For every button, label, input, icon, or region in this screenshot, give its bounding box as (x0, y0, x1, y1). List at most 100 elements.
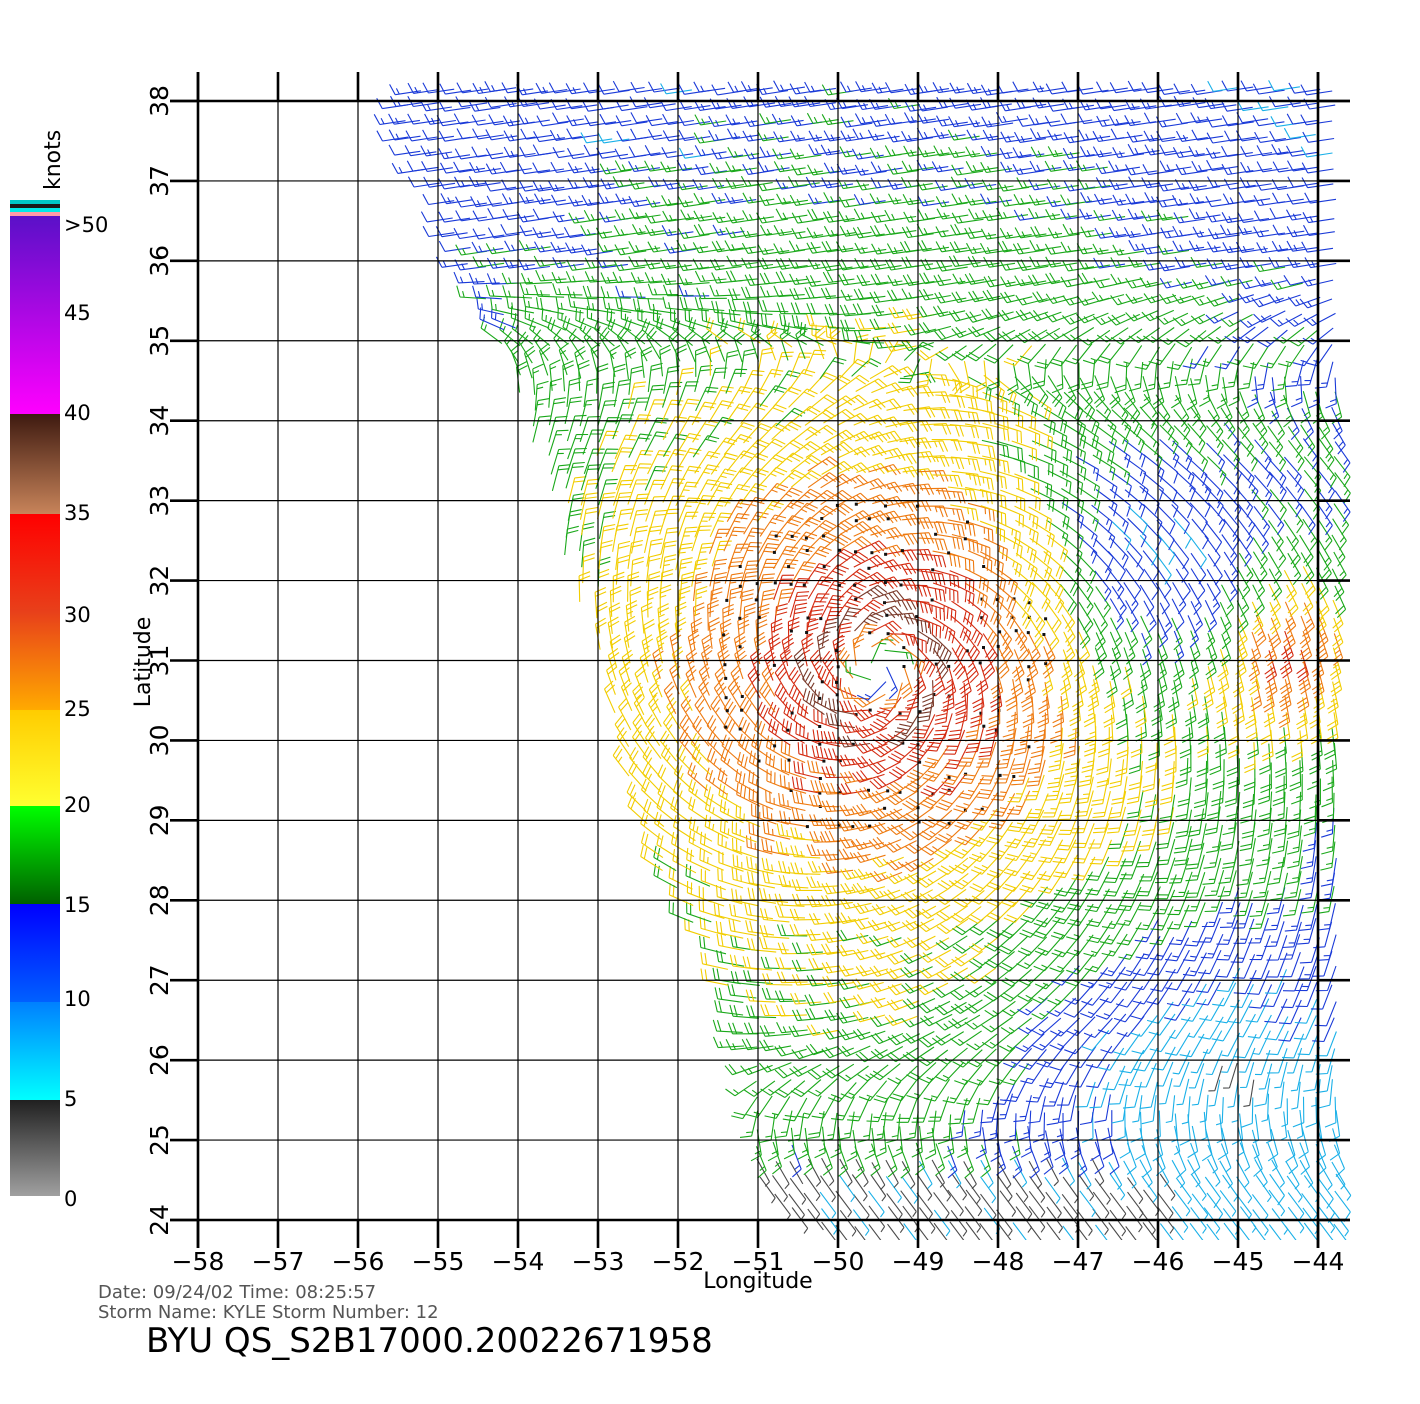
wind-barb (1159, 144, 1192, 156)
wind-barb (1171, 504, 1190, 535)
wind-barb (552, 112, 584, 124)
wind-barb (954, 682, 967, 715)
wind-barb (854, 725, 888, 739)
wind-barb (1251, 567, 1266, 600)
wind-barb (759, 385, 787, 407)
wind-barb (870, 822, 904, 835)
wind-barb (672, 780, 694, 809)
wind-barb (455, 210, 488, 222)
wind-barb (1227, 1080, 1239, 1108)
wind-barb (1092, 618, 1106, 651)
wind-barb (698, 885, 725, 907)
wind-barb (1299, 630, 1313, 664)
wind-barb (1267, 1142, 1278, 1172)
wind-barb (1058, 776, 1078, 804)
wind-barb (1076, 83, 1109, 95)
wind-barb (456, 285, 486, 300)
wind-barb (1169, 920, 1193, 946)
wind-barb (964, 582, 988, 609)
wind-barb (1081, 743, 1096, 773)
wind-barb (1258, 774, 1271, 805)
wind-barb (903, 647, 926, 675)
wind-barb (990, 793, 1016, 817)
wind-barb (906, 741, 935, 763)
wind-barb (566, 286, 598, 300)
wind-barb (982, 582, 1004, 610)
wind-barb (1141, 177, 1174, 189)
wind-barb (888, 306, 921, 319)
wind-barb (1263, 695, 1276, 728)
wind-barb (1283, 570, 1297, 603)
wind-barb (1220, 393, 1233, 426)
rain-flag (1012, 775, 1016, 778)
rain-flag (854, 502, 858, 506)
wind-barb (1109, 1192, 1127, 1220)
wind-barb (1221, 439, 1241, 470)
wind-barb (1191, 487, 1211, 518)
wind-barb (904, 774, 935, 793)
wind-barb (968, 825, 997, 847)
wind-barb (640, 844, 663, 872)
wind-barb (934, 888, 967, 905)
wind-barb (565, 83, 598, 95)
wind-barb (1236, 517, 1254, 550)
wind-barb (950, 985, 983, 1001)
wind-barb (640, 831, 664, 859)
wind-barb (902, 793, 934, 811)
wind-barb (916, 521, 947, 534)
wind-barb (870, 1046, 904, 1060)
wind-barb (1302, 518, 1318, 551)
wind-barb (788, 1193, 805, 1221)
wind-barb (965, 146, 998, 158)
wind-barb (806, 531, 837, 551)
wind-barb (552, 257, 584, 269)
wind-barb (1011, 440, 1037, 462)
wind-barb (1005, 679, 1018, 711)
wind-barb (1127, 1177, 1144, 1205)
wind-barb (1231, 681, 1244, 714)
rain-flag (818, 777, 822, 780)
wind-barb (1050, 918, 1079, 940)
wind-barb (1252, 83, 1285, 95)
wind-barb (900, 1190, 917, 1218)
wind-barb (438, 148, 471, 160)
wind-barb (1159, 277, 1193, 289)
wind-barb (1284, 601, 1297, 635)
wind-barb (694, 585, 708, 617)
wind-barb (775, 515, 804, 537)
wind-barb (1106, 806, 1127, 834)
wind-barb (1244, 697, 1257, 730)
wind-barb (709, 558, 727, 587)
wind-barb (1202, 857, 1222, 885)
wind-barb (501, 193, 534, 205)
wind-barb (656, 631, 668, 664)
wind-barb (885, 1176, 902, 1204)
wind-barb (1285, 486, 1303, 518)
wind-barb (958, 360, 971, 394)
wind-barb (1269, 130, 1302, 142)
wind-barb (1115, 697, 1128, 730)
wind-barb (904, 83, 937, 95)
wind-barb (1077, 616, 1091, 649)
wind-barb (1233, 890, 1253, 917)
wind-barb (791, 228, 824, 240)
rain-flag (851, 825, 855, 829)
wind-barb (916, 440, 949, 453)
wind-barb (1030, 146, 1063, 158)
wind-barb (596, 448, 619, 474)
wind-barb (869, 807, 903, 821)
wind-barb (931, 599, 957, 623)
wind-barb (624, 615, 636, 648)
rain-flag (982, 724, 986, 728)
wind-barb (748, 821, 775, 842)
wind-barb (518, 240, 551, 252)
wind-barb (717, 832, 743, 855)
wind-barb (867, 888, 901, 900)
wind-barb (902, 997, 936, 1010)
wind-barb (883, 888, 916, 901)
wind-barb (1301, 177, 1334, 189)
wind-barb (1237, 1126, 1245, 1156)
wind-barb (734, 646, 747, 680)
wind-barb (1280, 983, 1304, 1009)
wind-barb (1003, 1047, 1033, 1069)
